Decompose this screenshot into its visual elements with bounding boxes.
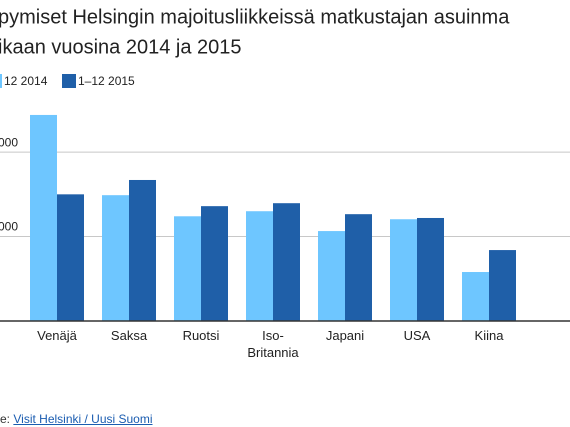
- bar: [489, 250, 516, 321]
- bar: [129, 179, 156, 321]
- x-tick-label: Iso-Britannia: [247, 328, 299, 360]
- source: e: Visit Helsinki / Uusi Suomi: [0, 412, 153, 426]
- chart-title: pymiset Helsingin majoitusliikkeissä mat…: [0, 6, 510, 28]
- bar: [246, 211, 273, 321]
- bar: [390, 219, 417, 321]
- bar: [273, 203, 300, 321]
- legend-swatch: [0, 74, 2, 88]
- chart-title: ikaan vuosina 2014 ja 2015: [0, 36, 242, 58]
- bar: [102, 195, 129, 321]
- bar: [417, 217, 444, 321]
- bar: [174, 216, 201, 321]
- y-tick-label: 000: [0, 220, 18, 234]
- x-tick-label: Japani: [325, 328, 365, 343]
- x-tick-label: Kiina: [474, 328, 504, 343]
- bar: [462, 272, 489, 321]
- bar: [318, 231, 345, 321]
- bar: [57, 194, 84, 321]
- x-tick-label: USA: [403, 328, 431, 343]
- legend-swatch: [62, 74, 76, 88]
- x-tick-label: Saksa: [110, 328, 148, 343]
- bar: [201, 206, 228, 321]
- y-tick-label: 000: [0, 135, 18, 149]
- x-tick-label: Venäjä: [37, 328, 77, 343]
- legend-label: 1–12 2015: [78, 74, 135, 88]
- bar: [345, 214, 372, 321]
- source-prefix: e:: [0, 412, 11, 426]
- source-link[interactable]: Visit Helsinki / Uusi Suomi: [13, 412, 153, 426]
- legend-label: 12 2014: [4, 74, 48, 88]
- bar: [30, 114, 57, 321]
- x-tick-label: Ruotsi: [182, 328, 220, 343]
